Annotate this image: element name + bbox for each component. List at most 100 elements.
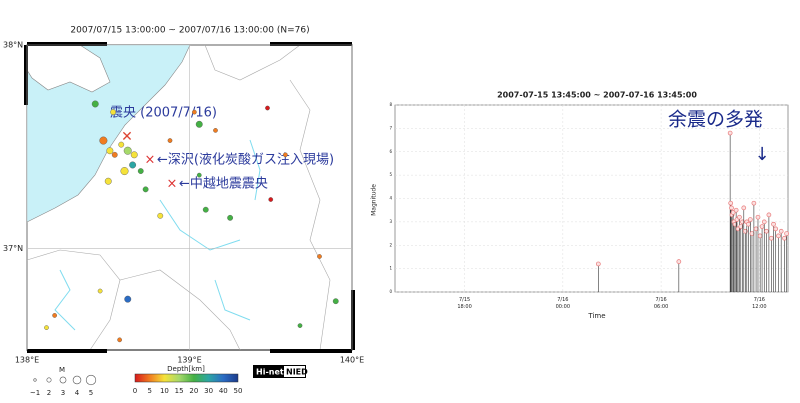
y-tick-label: 3 <box>389 219 392 224</box>
y-tick-label: 8 <box>389 102 392 107</box>
earthquake <box>91 100 99 108</box>
earthquake <box>118 141 125 148</box>
colorbar-tick-label: 20 <box>189 387 198 395</box>
earthquake <box>111 151 118 158</box>
marker <box>769 235 774 241</box>
x-tick-label: 7/16 00:00 <box>556 297 570 310</box>
earthquake <box>104 177 112 185</box>
marker <box>784 231 789 236</box>
marker <box>776 233 781 239</box>
logo-text: Hi-net <box>256 368 284 377</box>
marker <box>740 219 745 225</box>
cross-marker: × <box>167 177 178 192</box>
colorbar <box>134 373 239 383</box>
size-legend-title: M <box>59 366 65 374</box>
earthquake <box>157 212 164 219</box>
earthquake <box>129 161 137 169</box>
chart-title: 2007-07-15 13:45:00 ~ 2007-07-16 13:45:0… <box>497 91 697 100</box>
colorbar-tick-label: 0 <box>133 387 137 395</box>
marker <box>782 235 787 241</box>
marker <box>676 259 682 264</box>
marker <box>753 226 759 232</box>
colorbar-tick-label: 5 <box>147 387 151 395</box>
earthquake <box>202 206 209 213</box>
colorbar-tick-label: 40 <box>219 387 228 395</box>
marker <box>738 224 744 229</box>
marker <box>730 210 736 215</box>
colorbar-label: Depth[km] <box>167 365 205 373</box>
size-legend-marker <box>85 374 97 386</box>
marker <box>759 224 765 229</box>
y-tick-label: 2 <box>389 242 392 247</box>
y-tick-label: 37°N <box>3 244 23 253</box>
epicenter-label: 震央 (2007/7/16) <box>110 106 217 121</box>
x-axis-label: Time <box>587 312 605 320</box>
earthquake <box>283 152 288 158</box>
earthquake <box>196 172 202 178</box>
x-tick-label: 140°E <box>340 356 364 365</box>
x-tick-label: 7/16 12:00 <box>752 297 766 310</box>
earthquake <box>317 254 322 259</box>
earthquake <box>265 105 270 111</box>
size-legend-label: 2 <box>47 389 51 397</box>
x-tick-label: 138°E <box>15 356 39 365</box>
earthquake <box>297 323 303 328</box>
y-tick-label: 4 <box>389 196 392 201</box>
marker <box>732 221 738 227</box>
size-legend-marker <box>72 375 82 385</box>
marker <box>773 226 779 232</box>
logo-box <box>284 366 305 377</box>
earthquake <box>192 109 197 115</box>
marker <box>766 212 772 218</box>
size-legend-marker <box>46 377 52 383</box>
x-tick-label: 7/16 06:00 <box>654 297 668 310</box>
epicenter-star: ✕ <box>121 129 133 145</box>
y-tick-label: 6 <box>389 149 392 154</box>
marker <box>733 207 739 213</box>
marker <box>746 221 751 227</box>
y-tick-label: 7 <box>389 125 392 130</box>
earthquake <box>124 295 132 303</box>
earthquake <box>117 337 122 343</box>
marker <box>729 205 734 211</box>
marker <box>595 261 601 267</box>
earthquake <box>142 186 149 193</box>
earthquake <box>44 325 49 330</box>
y-tick-label: 0 <box>389 289 392 294</box>
earthquake <box>106 147 114 155</box>
marker <box>761 219 767 225</box>
earthquake <box>213 128 218 133</box>
colorbar-tick-label: 50 <box>234 387 243 395</box>
marker <box>743 228 748 234</box>
earthquake <box>120 167 129 176</box>
x-tick-label: 139°E <box>177 356 201 365</box>
annotation: 余震の多発 <box>668 109 763 131</box>
marker <box>728 200 734 206</box>
size-legend-label: 4 <box>75 389 80 397</box>
earthquake <box>99 136 108 145</box>
annotation-arrow: ↓ <box>754 144 769 165</box>
fukazawa-label: ←深沢(液化炭酸ガス注入現場) <box>157 153 334 168</box>
y-tick-label: 38°N <box>3 41 23 50</box>
earthquake <box>167 138 173 143</box>
earthquake <box>195 120 203 128</box>
colorbar-tick-label: 15 <box>175 387 184 395</box>
marker <box>747 217 753 222</box>
earthquake <box>268 197 274 202</box>
chuetsu-label: ←中越地震震央 <box>179 177 268 192</box>
earthquake <box>52 313 57 318</box>
earthquake <box>227 214 234 221</box>
size-legend-label: 3 <box>61 389 65 397</box>
marker <box>757 233 763 239</box>
marker <box>741 205 747 211</box>
earthquake <box>137 168 144 174</box>
earthquake <box>123 146 132 155</box>
y-tick-label: 5 <box>389 172 392 177</box>
size-legend-label: ~1 <box>30 389 40 397</box>
marker <box>764 228 769 234</box>
earthquake <box>97 288 103 294</box>
marker <box>771 221 776 227</box>
marker <box>727 130 733 136</box>
map-annotations: 震央 (2007/7/16) ✕ × ←深沢(液化炭酸ガス注入現場) × ←中越… <box>110 106 334 192</box>
